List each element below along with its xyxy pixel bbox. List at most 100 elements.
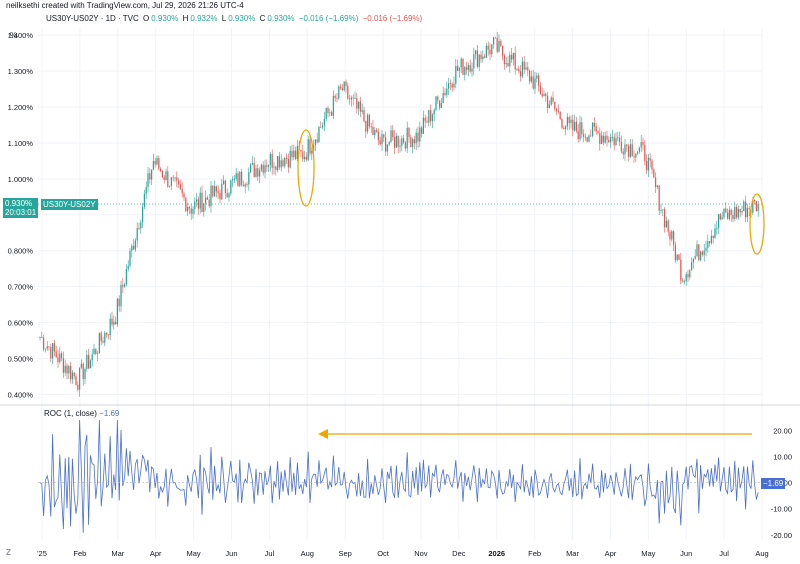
candle-body (368, 114, 371, 127)
candle-body (242, 184, 245, 187)
candle-body (545, 93, 547, 97)
candle-body (260, 164, 263, 171)
candle-body (593, 122, 596, 127)
candle-body (653, 169, 655, 178)
candle-body (293, 150, 295, 158)
candle-body (579, 122, 581, 140)
candle-body (604, 135, 606, 143)
price-tick-label: 1.100% (8, 139, 34, 148)
candle-body (291, 150, 293, 158)
candle-body (613, 136, 615, 146)
grid (38, 28, 763, 540)
candle-body (671, 231, 673, 240)
candle-body (361, 110, 363, 112)
price-unit-label: % (10, 31, 17, 40)
candle-body (663, 209, 666, 228)
candle-body (642, 142, 644, 145)
candle-body (87, 354, 90, 369)
candle-body (111, 318, 113, 325)
candle-body (147, 173, 149, 188)
candle-body (687, 274, 689, 278)
candle-body (550, 97, 552, 105)
time-tick-label: Dec (452, 549, 466, 558)
candle-body (150, 169, 153, 180)
candle-body (165, 171, 167, 180)
candle-body (597, 131, 599, 134)
candle-body (320, 126, 322, 128)
candle-body (595, 126, 597, 132)
candle-body (366, 114, 369, 132)
candle-body (622, 151, 624, 155)
candle-body (699, 251, 702, 261)
time-axis[interactable]: '25 Feb Mar Apr May Jun Jul Aug Sep Oct Nov Dec 2026… (37, 549, 769, 558)
candle-body (636, 151, 639, 154)
candle-body (681, 280, 684, 282)
candle-body (170, 177, 173, 186)
candle-body (496, 37, 498, 52)
time-tick-label: Mar (111, 549, 124, 558)
candle-body (159, 168, 162, 172)
candle-body (573, 121, 576, 131)
candle-body (399, 145, 401, 147)
candle-body (557, 111, 560, 113)
candle-body (109, 318, 111, 336)
candle-body (730, 209, 732, 216)
roc-legend[interactable]: ROC (1, close) −1.69 (44, 409, 119, 418)
candle-body (42, 337, 45, 350)
legend-symbol[interactable]: US30Y-US02Y · 1D · TVC (46, 14, 139, 23)
candle-body (338, 86, 340, 99)
candle-body (230, 180, 232, 194)
candle-body (158, 158, 160, 169)
candle-body (314, 139, 317, 146)
candle-body (192, 208, 194, 214)
candle-body (721, 217, 723, 220)
candlestick-series[interactable] (39, 31, 759, 397)
candle-body (251, 163, 254, 165)
candle-body (487, 45, 489, 50)
candle-body (669, 232, 671, 240)
roc-title[interactable]: ROC (1, close) (44, 409, 97, 418)
symbol-legend[interactable]: US30Y-US02Y · 1D · TVC O 0.930% H 0.932% L… (46, 14, 424, 23)
candle-body (138, 228, 140, 229)
candle-body (194, 201, 196, 209)
candle-body (68, 366, 70, 374)
candle-body (356, 98, 358, 109)
candle-body (618, 137, 621, 142)
candle-body (321, 125, 324, 128)
candle-body (393, 137, 396, 148)
candle-body (347, 85, 349, 99)
candle-body (203, 203, 205, 213)
time-tick-label: Nov (414, 549, 428, 558)
candle-body (716, 227, 718, 229)
candle-body (462, 58, 464, 75)
candle-body (433, 109, 435, 115)
time-tick-label: '25 (37, 549, 47, 558)
annotations (297, 129, 765, 439)
roc-tick-label: -10.00 (771, 505, 792, 514)
candle-body (116, 298, 119, 325)
tradingview-logo-icon[interactable]: 𝐙 (6, 548, 11, 557)
candle-body (615, 138, 617, 146)
candle-body (685, 274, 687, 282)
candle-body (541, 93, 543, 97)
roc-series[interactable] (38, 419, 762, 533)
candle-body (667, 220, 669, 233)
candle-body (163, 177, 165, 180)
legend-low-value: 0.930% (228, 14, 256, 23)
candle-body (73, 372, 75, 377)
candle-body (447, 83, 450, 89)
legend-open-value: 0.930% (151, 14, 179, 23)
candle-body (503, 55, 506, 65)
candle-body (183, 193, 185, 198)
candle-body (271, 153, 273, 168)
candle-body (408, 127, 410, 138)
candle-body (177, 180, 180, 185)
candle-body (482, 56, 484, 60)
candle-body (363, 110, 365, 122)
candle-body (500, 40, 502, 46)
candle-body (332, 95, 335, 116)
candle-body (161, 171, 164, 178)
candle-body (239, 171, 241, 186)
time-tick-label: May (186, 549, 200, 558)
